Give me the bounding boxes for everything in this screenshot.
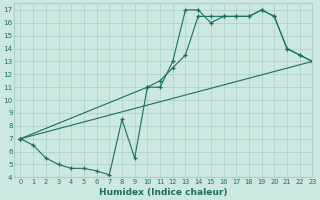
X-axis label: Humidex (Indice chaleur): Humidex (Indice chaleur) xyxy=(99,188,228,197)
